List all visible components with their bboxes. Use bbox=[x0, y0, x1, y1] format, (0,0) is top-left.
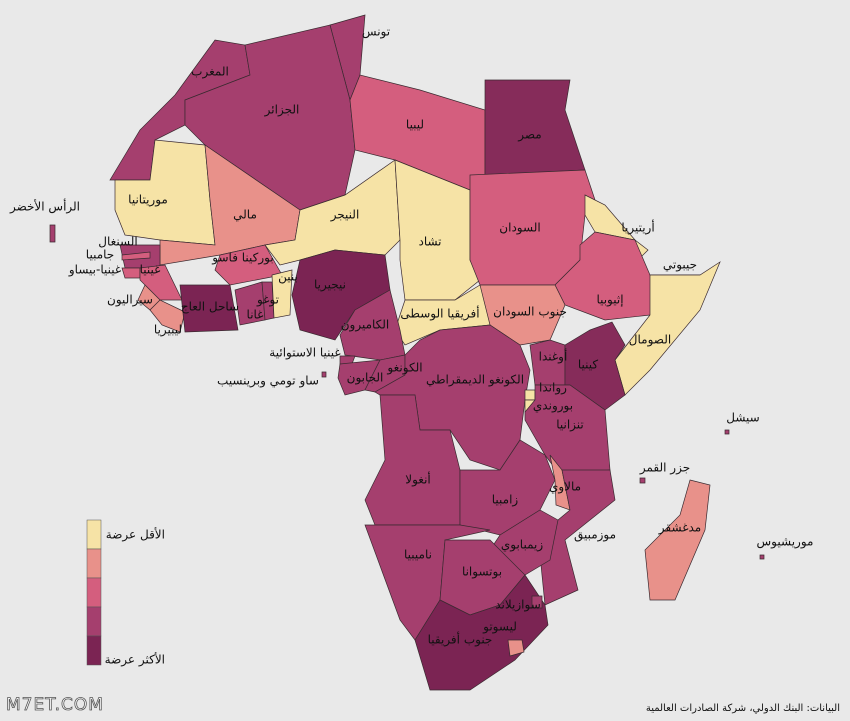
country-label: أنغولا bbox=[405, 472, 431, 488]
country-label: سيشل bbox=[726, 411, 759, 425]
country-label: السنغال bbox=[98, 235, 137, 249]
country-label: تشاد bbox=[418, 235, 441, 249]
country bbox=[121, 267, 141, 279]
country-label: ناميبيا bbox=[404, 548, 432, 562]
country bbox=[724, 429, 730, 435]
country-label: نيجيريا bbox=[314, 278, 346, 293]
country-label: توغو bbox=[256, 293, 279, 308]
country-label: غانا bbox=[247, 308, 264, 322]
country bbox=[149, 299, 186, 333]
country bbox=[644, 479, 711, 601]
country-label: موريشيوس bbox=[757, 535, 814, 550]
country bbox=[271, 269, 293, 319]
country-label: الرأس الأخضر bbox=[9, 199, 80, 215]
country-label: بنين bbox=[278, 270, 298, 285]
country bbox=[549, 454, 571, 511]
country-label: مالي bbox=[233, 208, 257, 222]
legend-swatch bbox=[86, 606, 102, 637]
country bbox=[321, 371, 327, 378]
country-label: أريتيريا bbox=[621, 220, 654, 236]
country-label: أفريقيا الوسطى bbox=[400, 306, 479, 322]
legend-low-label: الأقل عرضة bbox=[106, 527, 165, 543]
country-label: مصر bbox=[517, 128, 541, 143]
countries bbox=[49, 14, 765, 691]
country-label: جنوب السودان bbox=[493, 305, 567, 320]
country-label: الجابون bbox=[347, 371, 384, 386]
country-label: سيراليون bbox=[107, 293, 153, 308]
country-label: موزمبيق bbox=[574, 528, 616, 543]
country-label: الجزائر bbox=[264, 103, 300, 118]
country-label: غينيا bbox=[140, 263, 161, 277]
country-label: غينيا الاستوائية bbox=[269, 346, 340, 361]
country-label: موريتانيا bbox=[128, 193, 168, 208]
country bbox=[639, 477, 646, 484]
country-labels: تونس المغرب الجزائر ليبيا مصر موريتانيا مالي ال… bbox=[9, 25, 813, 648]
country-label: إثيوبيا bbox=[596, 293, 623, 308]
country-label: بوتسوانا bbox=[462, 565, 502, 580]
country-label: بوروندي bbox=[533, 399, 573, 414]
country-label: بوركينا فاسو bbox=[211, 251, 273, 266]
country bbox=[484, 79, 586, 176]
country bbox=[614, 261, 721, 396]
country-label: الكونغو bbox=[386, 361, 422, 376]
country bbox=[179, 284, 239, 333]
country-label: جنوب أفريقيا bbox=[428, 632, 493, 648]
country bbox=[139, 264, 183, 301]
country bbox=[121, 251, 151, 261]
country-label: غينيا-بيساو bbox=[68, 263, 121, 278]
country-label: ليبيا bbox=[406, 118, 424, 132]
legend-swatch bbox=[86, 548, 102, 579]
country bbox=[337, 359, 381, 396]
country-label: ليسوتو bbox=[482, 620, 517, 635]
country-label: مالاوي bbox=[549, 480, 581, 495]
legend-high-label: الأكثر عرضة bbox=[105, 652, 165, 668]
country-label: ساو تومي وبرينسيب bbox=[217, 374, 319, 389]
country-label: أوغندا bbox=[539, 349, 568, 365]
legend-swatch bbox=[86, 577, 102, 608]
country bbox=[539, 469, 616, 606]
country-label: المغرب bbox=[191, 65, 229, 80]
watermark: M7ET.COM bbox=[6, 695, 104, 715]
country-label: ساحل العاج bbox=[181, 300, 239, 314]
country-label: تونس bbox=[362, 25, 390, 40]
country-label: كينيا bbox=[578, 358, 599, 372]
country-label: مدغشقر bbox=[658, 521, 701, 536]
legend-swatch bbox=[86, 635, 102, 666]
country-label: سوازيلاند bbox=[495, 598, 541, 613]
country-label: زيمبابوي bbox=[501, 538, 543, 553]
country bbox=[759, 554, 765, 560]
country-label: جامبيا bbox=[86, 248, 114, 262]
source: البيانات: البنك الدولي، شركة الصادرات ال… bbox=[646, 703, 840, 714]
country bbox=[531, 595, 543, 609]
country bbox=[507, 639, 525, 657]
legend: الأقل عرضة الأكثر عرضة bbox=[86, 519, 165, 668]
country-label: رواندا bbox=[539, 381, 567, 396]
country-label: الصومال bbox=[629, 333, 671, 348]
country bbox=[414, 574, 549, 691]
legend-swatch bbox=[86, 519, 102, 550]
country-label: جزر القمر bbox=[639, 461, 690, 476]
country-label: الكاميرون bbox=[341, 318, 390, 333]
country-label: ليبيريا bbox=[154, 323, 182, 338]
country bbox=[214, 244, 283, 286]
country-label: الكونغو الديمقراطي bbox=[426, 373, 524, 388]
country-label: تنزانيا bbox=[556, 418, 584, 433]
country-label: النيجر bbox=[330, 208, 360, 223]
country bbox=[49, 224, 56, 243]
country-label: السودان bbox=[499, 221, 540, 236]
country-label: زامبيا bbox=[492, 493, 519, 508]
country-label: جيبوتي bbox=[663, 258, 697, 273]
